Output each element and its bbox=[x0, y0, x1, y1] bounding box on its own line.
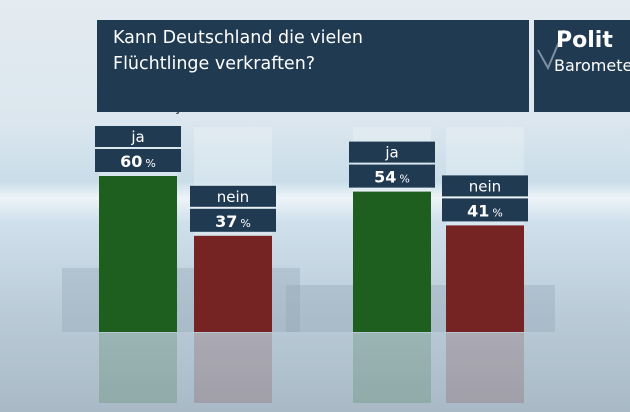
bar-ja-0 bbox=[99, 176, 177, 332]
value-label-box bbox=[190, 208, 276, 232]
politbarometer-logo: Polit Barometer bbox=[534, 20, 630, 112]
value-label-ja-0: 60% bbox=[120, 152, 156, 171]
series-label-nein: nein bbox=[217, 188, 249, 206]
bar-reflection bbox=[353, 333, 431, 403]
series-label-nein: nein bbox=[469, 177, 501, 195]
question-banner: Kann Deutschland die vielen Flüchtlinge … bbox=[97, 20, 529, 112]
group-title-1: vor vier Wochen bbox=[380, 97, 502, 115]
bar-reflection bbox=[99, 333, 177, 403]
value-label-box bbox=[442, 198, 528, 222]
value-label-box bbox=[95, 149, 181, 172]
checkmark-icon bbox=[537, 29, 565, 71]
series-label-box bbox=[95, 126, 181, 147]
series-label-box bbox=[190, 185, 276, 207]
bar-nein-1 bbox=[446, 225, 524, 332]
series-label-box bbox=[442, 175, 528, 197]
value-label-ja-1: 54% bbox=[374, 168, 410, 187]
bar-reflection bbox=[446, 333, 524, 403]
title-line-1: Kann Deutschland die vielen bbox=[113, 28, 364, 48]
bar-ja-1 bbox=[353, 191, 431, 332]
value-label-nein-0: 37% bbox=[215, 212, 251, 231]
series-label-box bbox=[349, 141, 435, 163]
series-label-ja: ja bbox=[130, 128, 144, 146]
bar-reflection bbox=[194, 333, 272, 403]
value-label-nein-1: 41% bbox=[467, 201, 503, 220]
logo-word-barometer: Barometer bbox=[554, 56, 630, 75]
series-label-ja: ja bbox=[384, 144, 398, 162]
group-title-0: jetzt bbox=[175, 97, 209, 115]
logo-word-polit: Polit bbox=[556, 28, 613, 53]
value-label-box bbox=[349, 164, 435, 188]
title-line-2: Flüchtlinge verkraften? bbox=[113, 54, 316, 74]
bar-nein-0 bbox=[194, 235, 272, 332]
